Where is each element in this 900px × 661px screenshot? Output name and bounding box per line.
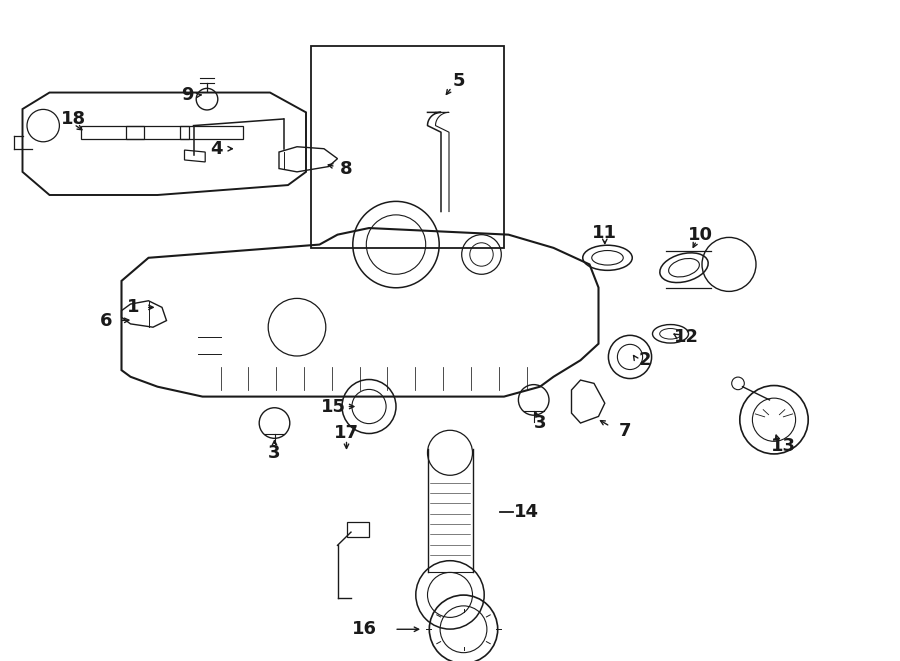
Text: 6: 6 xyxy=(100,311,112,330)
Text: 5: 5 xyxy=(453,71,465,90)
Text: 17: 17 xyxy=(334,424,359,442)
Text: 4: 4 xyxy=(210,139,222,158)
Text: 1: 1 xyxy=(127,298,140,317)
Text: 7: 7 xyxy=(619,422,632,440)
Text: 8: 8 xyxy=(340,159,353,178)
Text: 10: 10 xyxy=(688,225,713,244)
Text: 15: 15 xyxy=(320,397,346,416)
Text: 3: 3 xyxy=(534,414,546,432)
Text: 14: 14 xyxy=(514,503,539,522)
Text: 3: 3 xyxy=(268,444,281,462)
Text: 13: 13 xyxy=(770,437,796,455)
Text: 12: 12 xyxy=(674,328,699,346)
Bar xyxy=(310,46,504,248)
Text: 18: 18 xyxy=(61,110,86,128)
Text: 16: 16 xyxy=(352,620,377,639)
Text: 2: 2 xyxy=(639,351,652,369)
Text: 11: 11 xyxy=(592,223,617,242)
Text: 9: 9 xyxy=(181,86,194,104)
